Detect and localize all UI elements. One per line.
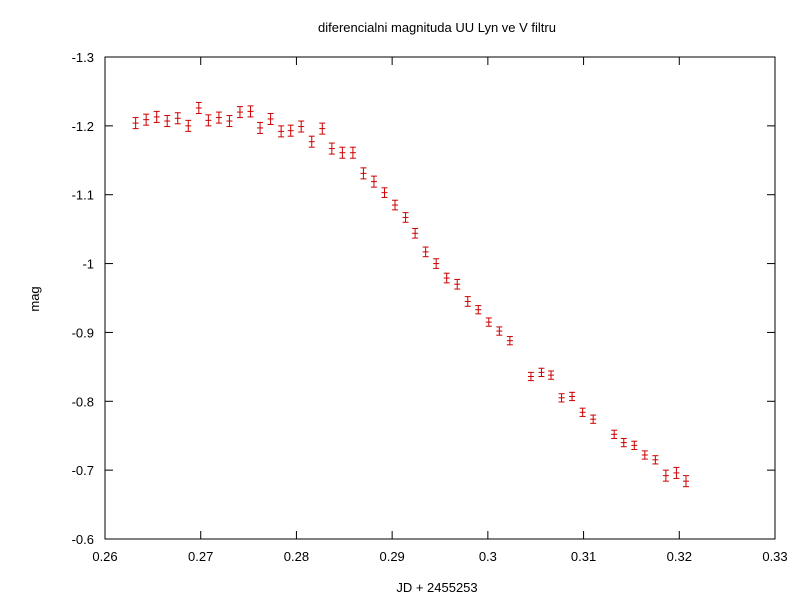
y-tick-label: -1.1 xyxy=(72,188,94,203)
data-point xyxy=(153,110,160,123)
x-axis-label: JD + 2455253 xyxy=(396,580,477,595)
x-tick-label: 0.3 xyxy=(479,549,497,564)
tick-group: 0.26 0.27 0.28 0.29 0.3 0.31 0.32 0.33 -1.3 -1.2 -… xyxy=(72,50,788,564)
x-tick-label: 0.28 xyxy=(284,549,309,564)
x-tick-label: 0.26 xyxy=(92,549,117,564)
data-point xyxy=(195,101,202,114)
data-point-group xyxy=(132,101,689,488)
data-point xyxy=(673,466,680,479)
x-tick-label: 0.31 xyxy=(571,549,596,564)
data-point xyxy=(558,393,565,403)
data-point xyxy=(349,146,356,159)
data-point xyxy=(620,437,627,448)
data-point xyxy=(370,175,377,188)
data-point xyxy=(132,117,139,130)
data-point xyxy=(174,112,181,125)
y-tick-label: -0.8 xyxy=(72,394,94,409)
data-point xyxy=(298,120,305,133)
data-point xyxy=(257,121,264,134)
data-point xyxy=(579,407,586,417)
y-axis-label: mag xyxy=(27,286,42,311)
data-point xyxy=(339,146,346,159)
data-point xyxy=(496,326,503,336)
data-point xyxy=(506,336,513,346)
data-point xyxy=(454,278,461,290)
data-point xyxy=(319,122,326,135)
data-point xyxy=(185,119,192,132)
data-point xyxy=(360,167,367,180)
y-tick-label: -1.2 xyxy=(72,119,94,134)
data-point xyxy=(662,469,669,482)
data-point xyxy=(381,187,388,198)
y-tick-label: -0.6 xyxy=(72,532,94,547)
x-tick-label: 0.29 xyxy=(379,549,404,564)
plot-frame xyxy=(104,56,776,540)
data-point xyxy=(308,135,315,148)
x-tick-label: 0.27 xyxy=(188,549,213,564)
data-point xyxy=(611,429,618,439)
y-tick-label: -1 xyxy=(82,257,94,272)
data-point xyxy=(402,212,409,223)
data-point xyxy=(215,111,222,124)
data-point xyxy=(652,455,659,465)
data-point xyxy=(538,367,545,377)
data-point xyxy=(433,258,440,269)
data-point xyxy=(143,113,150,126)
data-point xyxy=(527,371,534,382)
data-point xyxy=(226,115,233,128)
data-point xyxy=(443,272,450,284)
data-point xyxy=(631,440,638,450)
data-point xyxy=(236,106,243,119)
data-point xyxy=(287,124,294,137)
data-point xyxy=(247,105,254,118)
data-point xyxy=(485,317,492,327)
data-point xyxy=(590,414,597,424)
data-point xyxy=(475,305,482,315)
data-point xyxy=(164,115,171,128)
data-point xyxy=(412,227,419,239)
data-point xyxy=(422,246,429,258)
data-point xyxy=(328,142,335,155)
data-point xyxy=(548,370,555,380)
data-point xyxy=(267,112,274,125)
data-point xyxy=(682,475,689,488)
data-point xyxy=(278,125,285,138)
data-point xyxy=(205,114,212,127)
x-tick-label: 0.33 xyxy=(762,549,787,564)
data-point xyxy=(464,296,471,307)
y-tick-label: -1.3 xyxy=(72,50,94,65)
y-tick-label: -0.9 xyxy=(72,325,94,340)
data-point xyxy=(569,391,576,402)
data-point xyxy=(641,450,648,460)
x-tick-label: 0.32 xyxy=(667,549,692,564)
y-tick-label: -0.7 xyxy=(72,463,94,478)
chart-title: diferencialni magnituda UU Lyn ve V filt… xyxy=(318,20,556,35)
data-point xyxy=(392,199,399,211)
